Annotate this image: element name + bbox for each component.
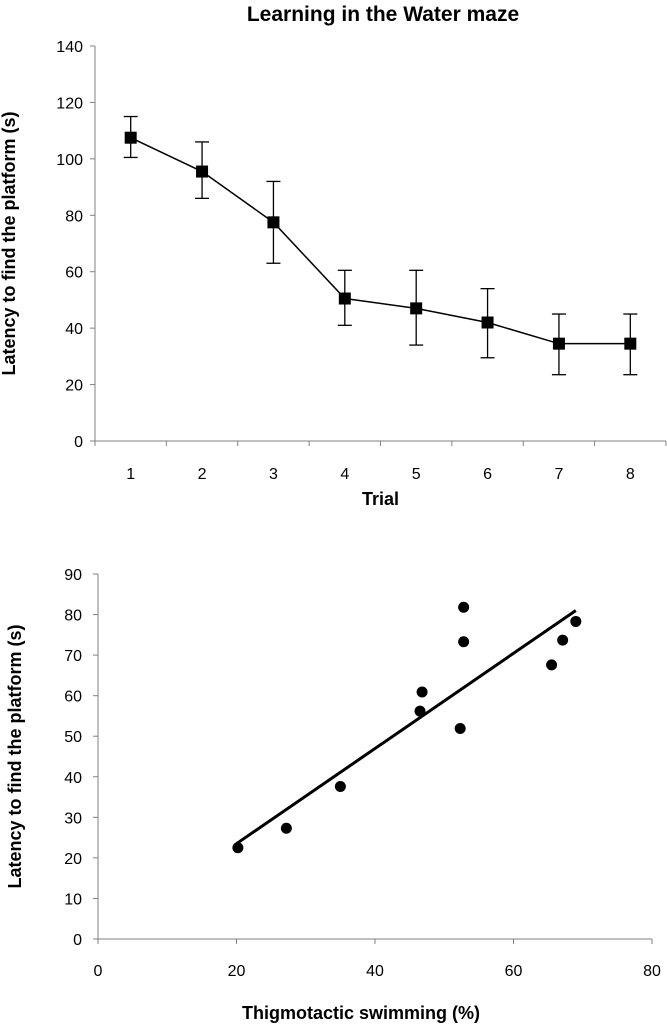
y-axis-title: Latency to find the platform (s) (5, 624, 25, 888)
scatter-point (280, 822, 292, 834)
y-tick-label: 70 (64, 648, 82, 665)
x-tick-label: 80 (643, 963, 661, 980)
x-tick-label: 1 (126, 466, 135, 483)
x-axis-title: Trial (362, 489, 399, 509)
scatter-point (546, 659, 558, 671)
y-tick-label: 30 (64, 810, 82, 827)
scatter-point (458, 601, 470, 613)
x-tick-label: 6 (483, 466, 492, 483)
scatter-point (458, 636, 470, 648)
x-tick-label: 40 (366, 963, 384, 980)
x-tick-label: 0 (94, 963, 103, 980)
y-tick-label: 40 (65, 321, 83, 338)
y-tick-label: 50 (64, 729, 82, 746)
x-tick-label: 5 (412, 466, 421, 483)
x-tick-label: 2 (198, 466, 207, 483)
x-tick-label: 20 (228, 963, 246, 980)
scatter-point (416, 686, 428, 698)
data-point-marker (410, 302, 423, 315)
y-axis-title: Latency to find the platform (s) (0, 111, 19, 375)
learning-curve-chart: Learning in the Water maze02040608010012… (0, 3, 667, 509)
scatter-point (454, 723, 466, 735)
scatter-point (557, 634, 569, 646)
data-point-marker (124, 131, 137, 144)
scatter-point (232, 842, 244, 854)
y-tick-label: 60 (64, 689, 82, 706)
y-tick-label: 40 (64, 770, 82, 787)
data-point-marker (624, 337, 637, 350)
data-point-marker (338, 292, 351, 305)
y-tick-label: 0 (74, 434, 83, 451)
x-tick-label: 60 (505, 963, 523, 980)
chart-title: Learning in the Water maze (247, 3, 519, 26)
y-tick-label: 20 (65, 378, 83, 395)
series-line (130, 137, 631, 345)
y-tick-label: 80 (64, 608, 82, 625)
y-tick-label: 100 (56, 152, 83, 169)
thigmotaxis-scatter-chart: 0 10 20 30 40 50 60 70 80 90 0 20 40 60 80 Thigmotactic… (5, 567, 661, 1023)
y-tick-label: 60 (65, 265, 83, 282)
x-tick-label: 3 (269, 466, 278, 483)
scatter-point (334, 781, 346, 793)
x-axis-title: Thigmotactic swimming (%) (242, 1003, 480, 1023)
y-tick-label: 120 (56, 95, 83, 112)
x-tick-label: 7 (554, 466, 563, 483)
scatter-point (414, 705, 426, 717)
scatter-point (570, 615, 582, 627)
trend-line (235, 609, 577, 845)
y-tick-label: 0 (73, 932, 82, 949)
x-tick-label: 8 (626, 466, 635, 483)
y-tick-label: 20 (64, 851, 82, 868)
data-point-marker (481, 316, 494, 329)
x-tick-label: 4 (340, 466, 349, 483)
y-tick-label: 80 (65, 208, 83, 225)
y-tick-label: 140 (56, 39, 83, 56)
y-tick-label: 10 (64, 891, 82, 908)
y-tick-label: 90 (64, 567, 82, 584)
data-point-marker (267, 216, 280, 229)
data-point-marker (552, 337, 565, 350)
data-point-marker (196, 165, 209, 178)
